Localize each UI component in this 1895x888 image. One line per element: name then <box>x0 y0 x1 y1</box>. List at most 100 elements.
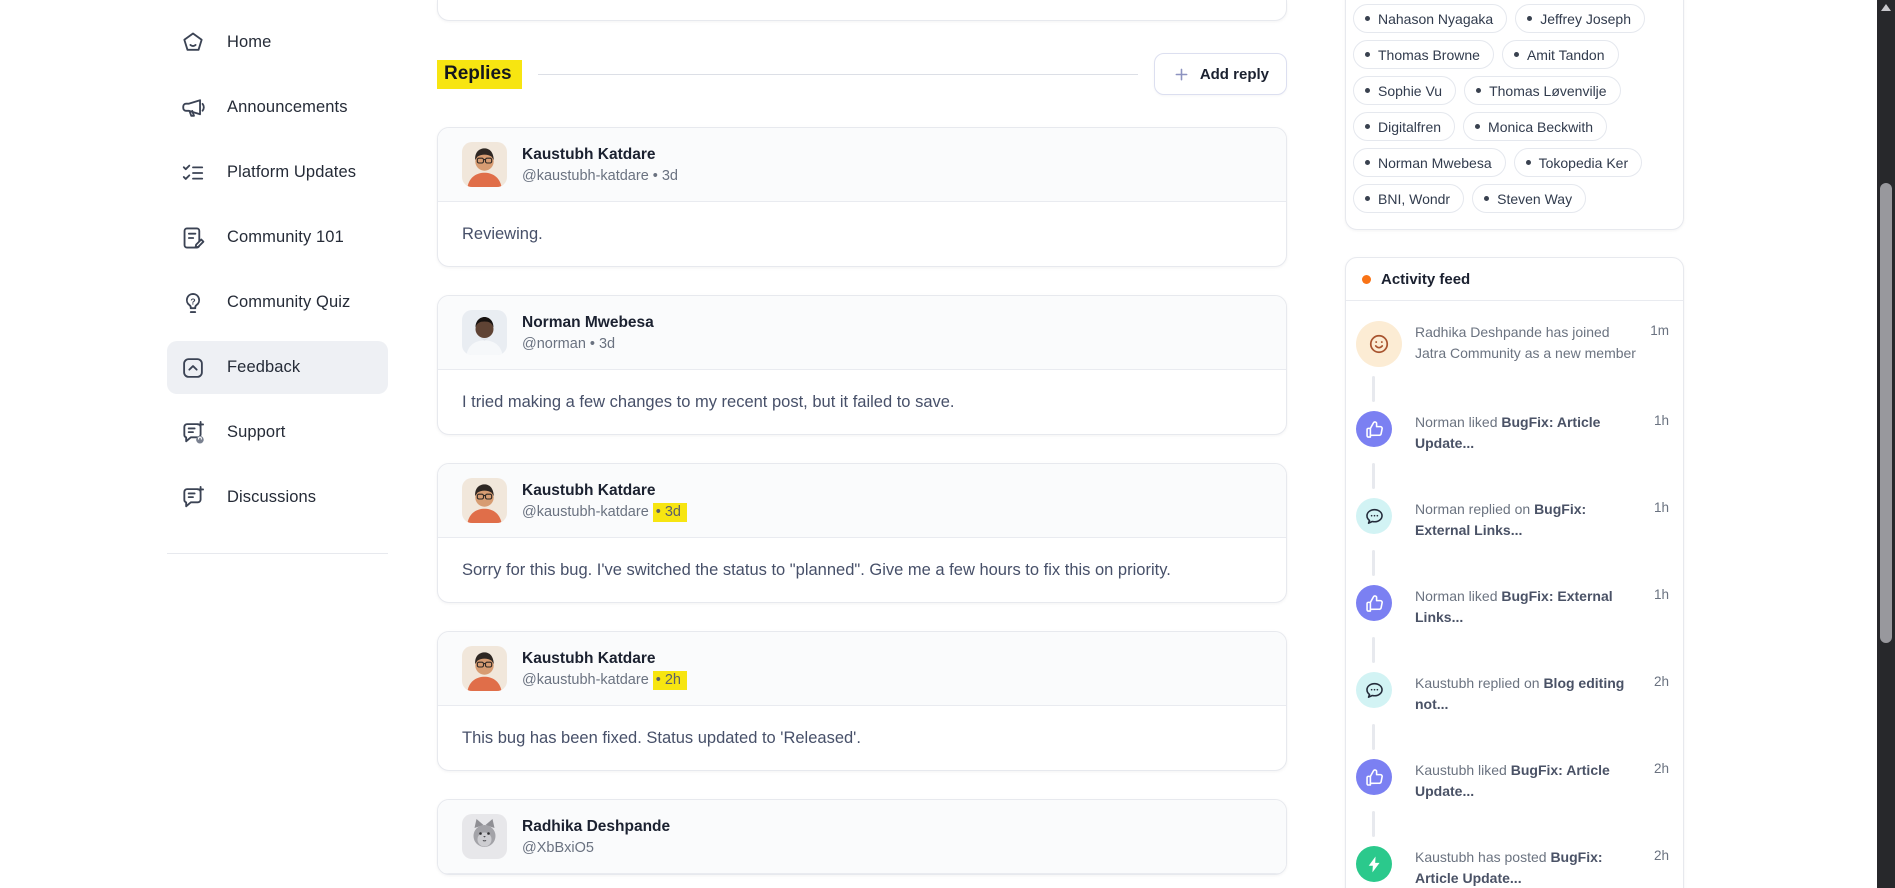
reply-author-name: Kaustubh Katdare <box>522 145 656 163</box>
reply-body: I tried making a few changes to my recen… <box>462 393 955 411</box>
reply-author-handle: @kaustubh-katdare <box>522 503 649 520</box>
bullet-icon <box>1365 124 1370 129</box>
bullet-icon <box>1484 196 1490 201</box>
avatar <box>462 310 507 355</box>
reply-author-block: Norman Mwebesa @norman • 3d <box>522 314 654 352</box>
sidebar-item-home[interactable]: Home <box>167 16 388 69</box>
megaphone-icon <box>180 95 206 121</box>
activity-item: Kaustubh has posted BugFix: Article Upda… <box>1356 846 1669 888</box>
activity-time: 1h <box>1653 587 1669 602</box>
add-reply-label: Add reply <box>1199 65 1269 83</box>
member-tag[interactable]: Sophie Vu <box>1353 76 1457 105</box>
sidebar-item-platform-updates[interactable]: Platform Updates <box>167 146 388 199</box>
activity-item: Kaustubh liked BugFix: Article Update...… <box>1356 759 1669 837</box>
activity-text: Norman liked <box>1415 588 1502 604</box>
replies-heading: Replies <box>437 59 522 89</box>
member-tag[interactable]: Jeffrey Joseph <box>1515 4 1645 33</box>
activity-text: Norman liked <box>1415 414 1502 430</box>
reply-card: Norman Mwebesa @norman • 3d I tried makin… <box>437 295 1287 435</box>
member-tag[interactable]: Monica Beckwith <box>1463 112 1608 141</box>
sidebar-item-community-101[interactable]: Community 101 <box>167 211 388 264</box>
reply-timestamp-highlighted: • 3d <box>652 502 687 522</box>
member-tag-label: Steven Way <box>1497 190 1573 207</box>
reply-timestamp-highlighted: • 2h <box>652 670 687 690</box>
member-tag[interactable]: Tokopedia Ker <box>1513 148 1643 177</box>
reply-author-name: Norman Mwebesa <box>522 313 654 331</box>
activity-item: Radhika Deshpande has joined Jatra Commu… <box>1356 321 1669 402</box>
member-tag[interactable]: Norman Mwebesa <box>1353 148 1506 177</box>
reply-meta: @kaustubh-katdare • 3d <box>522 168 678 184</box>
add-reply-button[interactable]: Add reply <box>1153 53 1287 95</box>
scroll-up-arrow-icon[interactable] <box>1881 4 1891 11</box>
member-tag[interactable]: Thomas Browne <box>1353 40 1494 69</box>
scrollbar-thumb[interactable] <box>1880 183 1892 643</box>
sidebar-item-discussions[interactable]: Discussions <box>167 471 388 524</box>
activity-time: 2h <box>1653 848 1669 863</box>
bullet-icon <box>1365 88 1370 93</box>
activity-item: Norman liked BugFix: Article Update... 1… <box>1356 411 1669 489</box>
chat-bubble-icon <box>1356 498 1392 534</box>
reply-meta: @kaustubh-katdare • 2h <box>522 670 687 690</box>
activity-text: Norman replied on <box>1415 501 1535 517</box>
smiley-icon <box>1356 321 1402 367</box>
reply-author-handle: @kaustubh-katdare <box>522 167 649 184</box>
reply-card: Radhika Deshpande @XbBxiO5 <box>437 799 1287 875</box>
sidebar-item-community-quiz[interactable]: Community Quiz <box>167 276 388 329</box>
discussions-chat-icon <box>180 485 206 511</box>
reply-body: Reviewing. <box>462 225 543 243</box>
sidebar-item-label: Support <box>227 423 286 441</box>
member-tag[interactable]: Steven Way <box>1472 184 1587 213</box>
activity-time: 1h <box>1653 500 1669 515</box>
activity-link[interactable]: BugFix: External Links... <box>1415 501 1587 538</box>
lightning-icon <box>1356 846 1392 882</box>
member-tag-label: Amit Tandon <box>1526 46 1605 63</box>
bullet-icon <box>1365 160 1370 165</box>
member-tag[interactable]: Amit Tandon <box>1501 40 1619 69</box>
reply-author-name: Kaustubh Katdare <box>522 481 656 499</box>
sidebar-item-label: Platform Updates <box>227 163 357 181</box>
chat-bubble-icon <box>1356 672 1392 708</box>
avatar <box>462 814 507 859</box>
member-tag-label: Sophie Vu <box>1378 82 1443 99</box>
reply-header: Radhika Deshpande @XbBxiO5 <box>438 800 1286 874</box>
member-tag[interactable]: Nahason Nyagaka <box>1353 4 1508 33</box>
scrollbar-track[interactable] <box>1877 0 1895 888</box>
reply-author-block: Kaustubh Katdare @kaustubh-katdare • 2h <box>522 649 687 690</box>
member-tag-label: Tokopedia Ker <box>1538 154 1629 171</box>
sidebar-item-feedback[interactable]: Feedback <box>167 341 388 394</box>
reply-author-name: Kaustubh Katdare <box>522 649 656 667</box>
bullet-icon <box>1365 196 1370 201</box>
sidebar-item-label: Community Quiz <box>227 293 351 311</box>
activity-time: 1m <box>1650 323 1669 338</box>
activity-link[interactable]: BugFix: Article Update... <box>1415 414 1601 451</box>
activity-link[interactable]: BugFix: External Links... <box>1415 588 1613 625</box>
activity-link[interactable]: BugFix: Article Update... <box>1415 762 1610 799</box>
reply-author-block: Kaustubh Katdare @kaustubh-katdare • 3d <box>522 481 687 522</box>
activity-link[interactable]: Blog editing not... <box>1415 675 1625 712</box>
reply-card: Kaustubh Katdare @kaustubh-katdare • 3d S… <box>437 463 1287 603</box>
reply-card: Kaustubh Katdare @kaustubh-katdare • 2h T… <box>437 631 1287 771</box>
support-chat-icon <box>180 420 206 446</box>
bullet-icon <box>1476 88 1482 93</box>
member-tag[interactable]: Thomas Løvenvilje <box>1464 76 1621 105</box>
member-tag-label: Thomas Løvenvilje <box>1489 82 1607 99</box>
activity-item: Kaustubh replied on Blog editing not... … <box>1356 672 1669 750</box>
bullet-icon <box>1365 16 1370 21</box>
sidebar-item-support[interactable]: Support <box>167 406 388 459</box>
bullet-icon <box>1513 52 1519 57</box>
replies-column: Replies Add reply Kaustubh Katdare @kaus… <box>437 0 1287 888</box>
member-tag-label: BNI, Wondr <box>1378 190 1451 207</box>
member-tag[interactable]: Digitalfren <box>1353 112 1456 141</box>
sidebar-item-announcements[interactable]: Announcements <box>167 81 388 134</box>
avatar <box>462 478 507 523</box>
reply-author-handle: @kaustubh-katdare <box>522 671 649 688</box>
feedback-chevron-icon <box>180 355 206 381</box>
member-tag[interactable]: BNI, Wondr <box>1353 184 1465 213</box>
member-tag-label: Jeffrey Joseph <box>1540 10 1631 27</box>
activity-time: 2h <box>1653 761 1669 776</box>
reply-meta: @kaustubh-katdare • 3d <box>522 502 687 522</box>
activity-time: 1h <box>1653 413 1669 428</box>
activity-time: 2h <box>1653 674 1669 689</box>
document-edit-icon <box>180 225 206 251</box>
activity-link[interactable]: BugFix: Article Update... <box>1415 849 1603 886</box>
